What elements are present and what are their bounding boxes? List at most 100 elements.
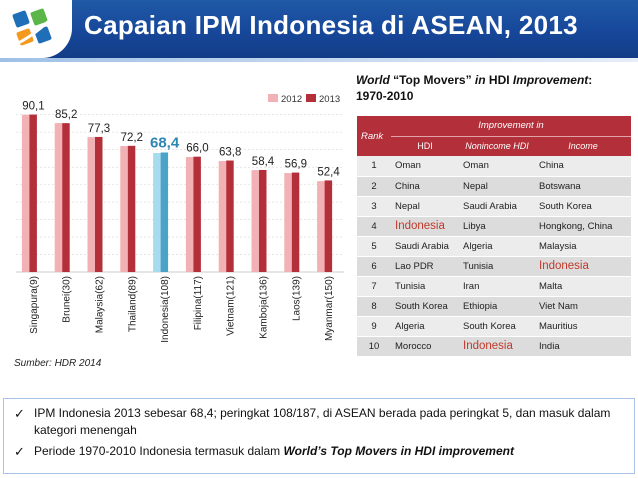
category-label: Kamboja(136) [259, 276, 270, 339]
bar-2013 [291, 172, 300, 272]
bar-2013 [193, 156, 201, 272]
header: Capaian IPM Indonesia di ASEAN, 2013 [0, 0, 638, 62]
movers-title-hdi: HDI [485, 73, 513, 87]
table-row: 5 Saudi Arabia Algeria Malaysia [357, 236, 631, 257]
bar-2012 [87, 137, 95, 272]
movers-title-in: in [474, 73, 486, 87]
data-label: 58,4 [252, 156, 275, 168]
source-note: Sumber: HDR 2014 [14, 358, 102, 369]
cell-hdi: Oman [391, 156, 459, 177]
cell-income: Viet Nam [535, 296, 631, 317]
table-row: 4 Indonesia Libya Hongkong, China [357, 216, 631, 237]
cell-rank: 8 [357, 296, 391, 317]
hdi-bar-chart: 90,1 Singapura(9) 85,2 Brunei(30) 77,3 Malays… [16, 94, 344, 343]
category-label: Malaysia(62) [95, 276, 106, 333]
cell-income: Malaysia [535, 236, 631, 257]
cell-rank: 4 [357, 216, 391, 237]
legend-label-2013: 2013 [319, 94, 340, 105]
table-row: 7 Tunisia Iran Malta [357, 276, 631, 297]
cell-income: Mauritius [535, 316, 631, 337]
page-title: Capaian IPM Indonesia di ASEAN, 2013 [84, 10, 578, 40]
cell-nonincome: South Korea [459, 316, 535, 337]
check-icon: ✓ [14, 444, 25, 459]
bar-2012 [21, 114, 30, 272]
header-stripe [0, 58, 638, 62]
cell-nonincome: Algeria [459, 236, 535, 257]
table-row: 1 Oman Oman China [357, 156, 631, 177]
summary-box: ✓ IPM Indonesia 2013 sebesar 68,4; perin… [3, 398, 635, 474]
header-rank: Rank [357, 116, 391, 156]
cell-rank: 1 [357, 156, 391, 177]
cell-income: Hongkong, China [535, 216, 631, 237]
data-label: 52,4 [317, 166, 340, 178]
cell-nonincome: Oman [459, 156, 535, 177]
cell-hdi: Saudi Arabia [391, 236, 459, 257]
cell-nonincome: Indonesia [459, 336, 535, 357]
cell-hdi: Tunisia [391, 276, 459, 297]
category-label: Singapura(9) [29, 276, 40, 334]
table-row: 3 Nepal Saudi Arabia South Korea [357, 196, 631, 217]
cell-nonincome: Nepal [459, 176, 535, 197]
cell-rank: 9 [357, 316, 391, 337]
bar-2013 [127, 145, 136, 272]
cell-nonincome: Ethiopia [459, 296, 535, 317]
cell-nonincome: Libya [459, 216, 535, 237]
cell-nonincome: Saudi Arabia [459, 196, 535, 217]
movers-title-colon: : [588, 73, 593, 87]
category-label: Vietnam(121) [226, 276, 237, 336]
cell-hdi: Nepal [391, 196, 459, 217]
category-label: Brunei(30) [62, 276, 73, 323]
bar-2012 [153, 153, 161, 272]
legend-swatch-2013 [306, 94, 316, 102]
summary-list: ✓ IPM Indonesia 2013 sebesar 68,4; perin… [4, 399, 634, 460]
cell-income: India [535, 336, 631, 357]
bar-2012 [218, 161, 227, 272]
cell-rank: 6 [357, 256, 391, 277]
cell-income: China [535, 156, 631, 177]
bar-2013 [160, 152, 169, 272]
legend-label-2012: 2012 [281, 94, 302, 105]
bar-2012 [284, 173, 292, 272]
table-row: 2 China Nepal Botswana [357, 176, 631, 197]
cell-rank: 7 [357, 276, 391, 297]
movers-title-period: 1970-2010 [356, 89, 414, 103]
movers-title-world: World [356, 73, 390, 87]
cell-rank: 2 [357, 176, 391, 197]
bar-2013 [95, 136, 103, 272]
bar-2012 [317, 181, 325, 272]
logo-container [0, 0, 72, 58]
cell-income: Indonesia [535, 256, 631, 277]
bps-logo-icon [11, 8, 60, 48]
header-band [0, 0, 638, 58]
header-income: Income [535, 135, 631, 156]
movers-title-top-movers: “Top Movers” [389, 73, 475, 87]
category-label: Indonesia(108) [160, 276, 171, 343]
cell-hdi: South Korea [391, 296, 459, 317]
table-row: 6 Lao PDR Tunisia Indonesia [357, 256, 631, 277]
bar-2013 [226, 160, 234, 272]
bar-2012 [185, 157, 194, 272]
bar-2013 [324, 180, 333, 272]
data-label: 68,4 [150, 134, 180, 151]
data-label: 66,0 [186, 143, 208, 155]
header-improvement-in: Improvement in [391, 116, 631, 136]
category-label: Filipina(117) [193, 276, 204, 330]
movers-title-improvement: Improvement [512, 73, 589, 87]
cell-hdi: Indonesia [391, 216, 459, 237]
bar-2012 [251, 170, 259, 272]
summary-item-2: ✓ Periode 1970-2010 Indonesia termasuk d… [14, 443, 626, 460]
cell-income: Malta [535, 276, 631, 297]
header-nonincome-hdi: Nonincome HDI [459, 135, 535, 156]
table-row: 9 Algeria South Korea Mauritius [357, 316, 631, 337]
cell-hdi: Morocco [391, 336, 459, 357]
data-label: 56,9 [285, 159, 307, 171]
movers-table-body: 1 Oman Oman China 2 China Nepal Botswana 3 Nepal S… [357, 156, 631, 357]
bar-2013 [62, 123, 70, 272]
cell-hdi: China [391, 176, 459, 197]
movers-title: World “Top Movers” in HDI Improvement: 1… [356, 72, 634, 104]
summary-item-1: ✓ IPM Indonesia 2013 sebesar 68,4; perin… [14, 405, 626, 439]
bar-2013 [259, 169, 267, 272]
category-label: Myanmar(150) [324, 276, 335, 341]
category-label: Laos(139) [291, 276, 302, 321]
data-label: 72,2 [121, 132, 143, 144]
